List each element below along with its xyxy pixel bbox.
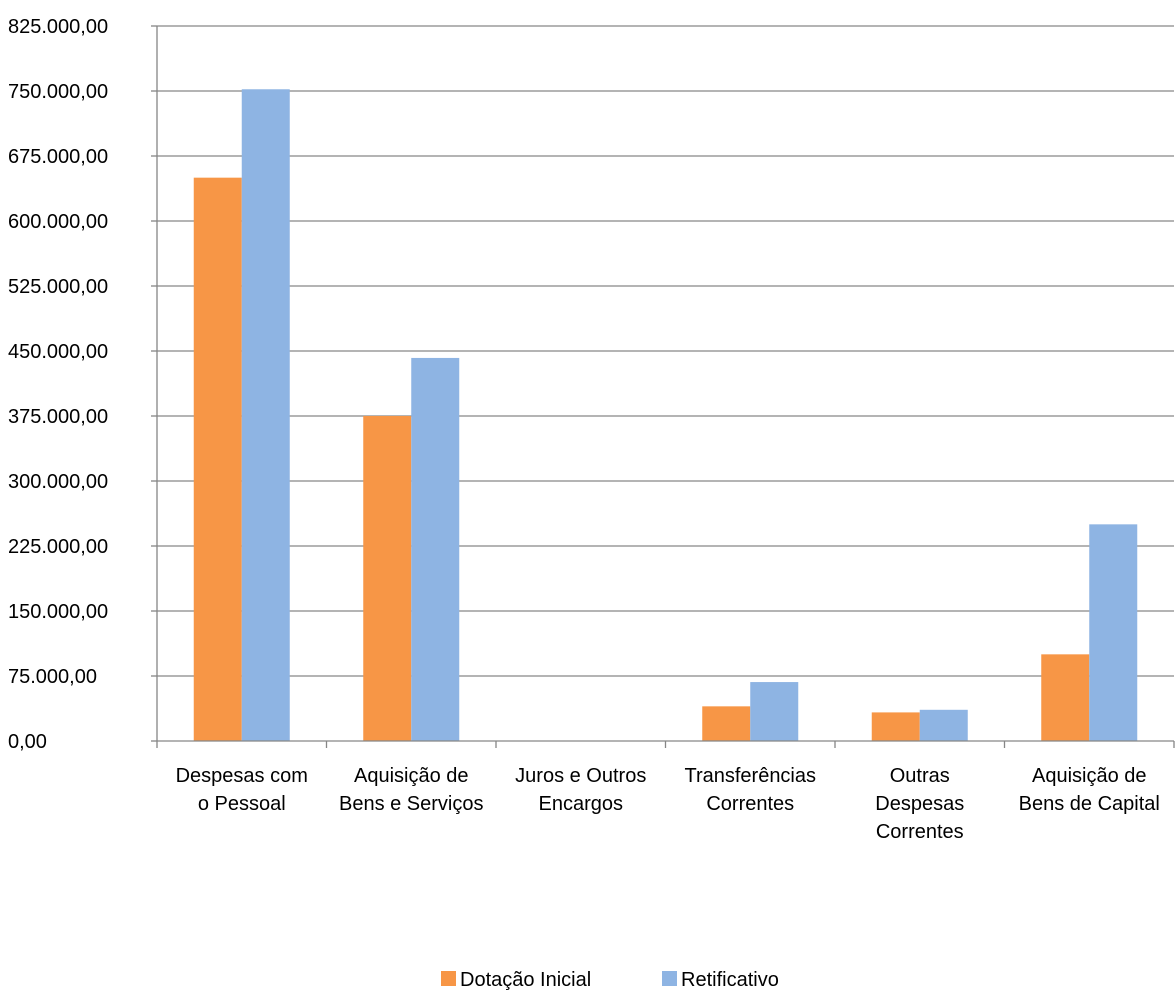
- bar: [919, 709, 968, 741]
- legend-label: Retificativo: [681, 969, 779, 991]
- category-label-line: Juros e Outros: [515, 765, 646, 787]
- category-label: Aquisição de Bens de Capital: [1019, 765, 1160, 815]
- bars: [193, 89, 1138, 742]
- category-label-line: Transferências: [684, 765, 816, 787]
- category-label-line: Aquisição de: [354, 765, 469, 787]
- y-tick-label: 450.000,00: [8, 341, 108, 363]
- bar: [193, 177, 242, 741]
- y-tick-label: 150.000,00: [8, 601, 108, 623]
- y-tick-label: 825.000,00: [8, 16, 108, 38]
- y-tick-label: 600.000,00: [8, 211, 108, 233]
- category-label: Aquisição de Bens e Serviços: [339, 765, 484, 815]
- y-tick-label: 225.000,00: [8, 536, 108, 558]
- bar: [750, 682, 799, 741]
- bar: [1041, 654, 1090, 741]
- labels: 0,00 75.000,00 150.000,00 225.000,00 300.000…: [8, 16, 1160, 843]
- category-label-line: Correntes: [706, 793, 794, 815]
- legend: Dotação Inicial Retificativo: [441, 969, 779, 991]
- bar: [871, 712, 920, 741]
- gridlines: [157, 25, 1174, 677]
- bar: [241, 89, 290, 742]
- category-label-line: Despesas: [875, 793, 964, 815]
- bar: [363, 416, 412, 741]
- legend-swatch: [441, 971, 456, 986]
- y-tick-label: 375.000,00: [8, 406, 108, 428]
- y-tick-label: 750.000,00: [8, 81, 108, 103]
- bar: [411, 357, 460, 741]
- y-tick-label: 300.000,00: [8, 471, 108, 493]
- category-label: Despesas com o Pessoal: [176, 765, 308, 815]
- y-tick-label: 675.000,00: [8, 146, 108, 168]
- y-tick-label: 75.000,00: [8, 666, 97, 688]
- category-label-line: Correntes: [876, 821, 964, 843]
- category-label-line: Aquisição de: [1032, 765, 1147, 787]
- category-label-line: o Pessoal: [198, 793, 286, 815]
- y-tick-label: 525.000,00: [8, 276, 108, 298]
- y-tick-label: 0,00: [8, 731, 47, 753]
- category-label-line: Bens de Capital: [1019, 793, 1160, 815]
- axes: [151, 25, 1175, 748]
- category-label-line: Encargos: [539, 793, 624, 815]
- bar: [1089, 524, 1138, 741]
- category-label-line: Bens e Serviços: [339, 793, 484, 815]
- category-label: Juros e Outros Encargos: [515, 765, 646, 815]
- category-label: Outras Despesas Correntes: [875, 765, 964, 843]
- category-label-line: Despesas com: [176, 765, 308, 787]
- bar: [702, 706, 751, 741]
- category-label-line: Outras: [890, 765, 950, 787]
- category-label: Transferências Correntes: [684, 765, 816, 815]
- legend-label: Dotação Inicial: [460, 969, 591, 991]
- legend-swatch: [662, 971, 677, 986]
